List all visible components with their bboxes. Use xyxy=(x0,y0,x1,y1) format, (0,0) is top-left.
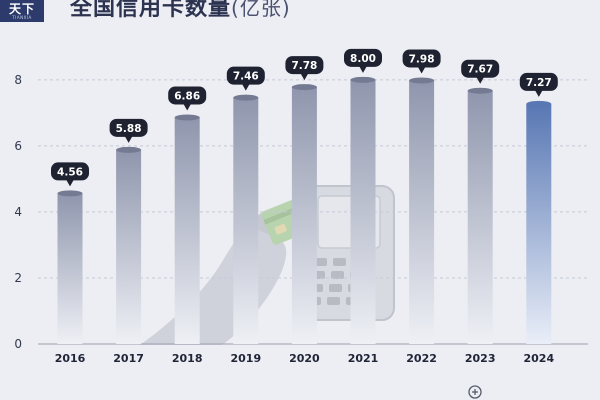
chart-title-text: 全国信用卡数量 xyxy=(70,0,232,21)
bar-cap xyxy=(116,146,142,153)
bar-group: 7.78 xyxy=(285,56,324,344)
y-tick-label: 0 xyxy=(14,337,22,351)
x-tick-label: 2018 xyxy=(172,352,203,365)
y-tick-label: 2 xyxy=(14,271,22,285)
data-label-pointer xyxy=(300,73,309,81)
zoom-icon[interactable] xyxy=(468,385,482,399)
data-label-bubble xyxy=(168,86,207,105)
logo-mark: 天下 xyxy=(8,1,35,16)
data-label-bubble xyxy=(402,49,441,68)
y-tick-label: 8 xyxy=(14,73,22,87)
bar-group: 7.46 xyxy=(226,66,265,344)
bar xyxy=(467,90,493,344)
x-tick-label: 2017 xyxy=(113,352,144,365)
data-label-bubble xyxy=(51,162,89,181)
data-label-bubble xyxy=(285,56,324,75)
bar-group: 6.86 xyxy=(168,86,207,344)
bar xyxy=(116,149,142,344)
data-label: 8.00 xyxy=(350,53,376,65)
bar-cap xyxy=(350,76,376,83)
y-tick-label: 4 xyxy=(14,205,22,219)
data-label: 5.88 xyxy=(116,123,142,135)
data-label-pointer xyxy=(124,135,133,143)
data-label-bubble xyxy=(226,66,265,85)
bar-cap xyxy=(233,94,259,101)
data-label: 7.78 xyxy=(291,60,317,72)
logo-subtext: TIANXIA xyxy=(12,14,32,20)
data-label: 7.46 xyxy=(233,71,259,83)
bar xyxy=(233,97,259,344)
data-label-pointer xyxy=(241,83,250,91)
x-tick-label: 2024 xyxy=(523,352,554,365)
bars: 4.56 5.88 6.86 7.46 7.78 8.00 7.98 7.67 7.27 xyxy=(51,48,558,344)
bar-cap xyxy=(526,100,552,107)
chart-title-unit: (亿张) xyxy=(231,0,291,20)
x-tick-label: 2022 xyxy=(406,352,437,365)
bar-cap xyxy=(57,190,83,197)
bar-group: 4.56 xyxy=(51,162,89,344)
bar-cap xyxy=(467,87,493,94)
data-label-pointer xyxy=(183,103,192,111)
bar xyxy=(174,117,200,344)
data-label-pointer xyxy=(359,65,367,73)
data-label-bubble xyxy=(109,118,148,137)
bar-cap xyxy=(291,84,317,91)
data-label: 7.67 xyxy=(467,64,493,76)
y-tick-label: 6 xyxy=(14,139,22,153)
bar-cap xyxy=(174,114,200,121)
bar-group: 5.88 xyxy=(109,118,148,344)
bar-group: 7.98 xyxy=(402,49,441,344)
data-label: 4.56 xyxy=(57,166,83,178)
data-label: 7.27 xyxy=(526,77,552,89)
header-bar: 天下 TIANXIA 全国信用卡数量(亿张) xyxy=(0,0,600,22)
data-label-bubble xyxy=(344,48,382,67)
chart-title: 全国信用卡数量(亿张) xyxy=(70,0,291,22)
x-tick-label: 2023 xyxy=(465,352,496,365)
bar-group: 8.00 xyxy=(344,48,382,344)
x-tick-label: 2021 xyxy=(348,352,379,365)
bar-cap xyxy=(409,77,435,84)
data-label-pointer xyxy=(476,76,485,84)
data-label-pointer xyxy=(417,66,426,74)
x-tick-label: 2019 xyxy=(230,352,261,365)
bar xyxy=(57,193,83,344)
data-label-pointer xyxy=(534,89,543,97)
data-label-bubble xyxy=(519,72,558,91)
bar xyxy=(526,103,552,344)
bar-group: 7.27 xyxy=(519,72,558,344)
brand-logo: 天下 TIANXIA xyxy=(0,0,44,22)
data-label-bubble xyxy=(461,59,500,78)
data-label-pointer xyxy=(66,179,74,187)
bar xyxy=(409,80,435,344)
x-axis: 2016 2017 2018 2019 2020 2021 2022 2023 2024 xyxy=(55,352,555,365)
x-tick-label: 2020 xyxy=(289,352,320,365)
bar-group: 7.67 xyxy=(461,59,500,344)
data-label: 7.98 xyxy=(409,53,435,65)
bar xyxy=(291,87,317,344)
bar xyxy=(350,79,376,344)
x-tick-label: 2016 xyxy=(55,352,86,365)
data-label: 6.86 xyxy=(174,90,200,102)
